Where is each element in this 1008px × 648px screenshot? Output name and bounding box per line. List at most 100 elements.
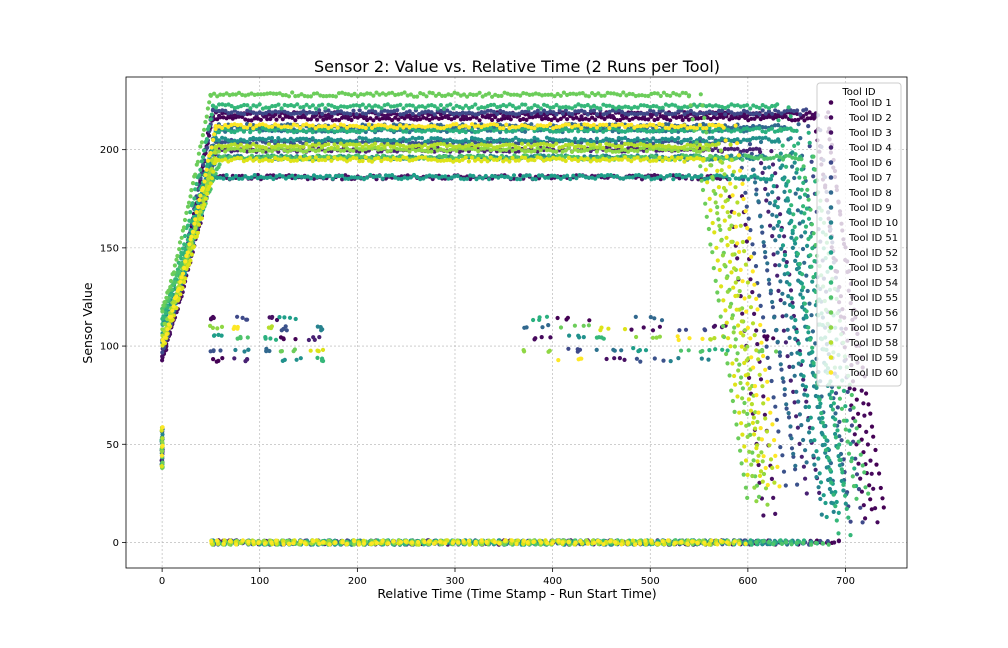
data-point (825, 539, 830, 544)
data-point (219, 324, 225, 329)
data-point (677, 328, 682, 333)
data-point (224, 173, 229, 178)
data-point (235, 314, 240, 319)
data-point (650, 328, 656, 333)
data-point (762, 334, 767, 339)
data-point (771, 495, 776, 500)
data-point (581, 335, 586, 340)
data-point (761, 394, 766, 399)
data-point (291, 541, 296, 546)
data-point (298, 356, 303, 361)
data-point (768, 223, 773, 228)
data-point (357, 108, 362, 113)
data-point (766, 277, 772, 282)
data-point (687, 336, 692, 341)
data-point (775, 250, 780, 255)
data-point (211, 357, 216, 362)
data-point (641, 325, 646, 330)
data-point (273, 337, 279, 342)
data-point (724, 540, 730, 545)
data-point (748, 540, 753, 545)
data-point (792, 400, 797, 405)
data-point (251, 539, 256, 544)
data-point (777, 263, 782, 268)
data-point (781, 469, 787, 474)
data-point (800, 246, 806, 252)
data-point (807, 430, 812, 435)
data-point (856, 461, 861, 466)
data-point (877, 471, 882, 476)
data-point (836, 539, 842, 544)
data-point (403, 539, 408, 544)
data-point (625, 540, 631, 545)
data-point (789, 542, 794, 547)
data-point (215, 326, 220, 331)
data-point (801, 464, 807, 469)
data-point (233, 347, 238, 353)
data-point (565, 315, 571, 320)
data-point (881, 505, 886, 510)
data-point (836, 454, 841, 459)
data-point (495, 111, 500, 117)
data-point (772, 315, 777, 320)
data-point (209, 538, 214, 544)
data-point (426, 138, 431, 143)
data-point (769, 476, 775, 481)
data-point (807, 301, 812, 306)
data-point (777, 538, 782, 544)
data-point (637, 348, 643, 353)
data-point (315, 348, 320, 353)
data-point (864, 391, 869, 396)
data-point (327, 542, 332, 547)
data-point (720, 347, 725, 352)
data-point (211, 348, 216, 354)
data-point (613, 139, 618, 144)
data-point (873, 506, 878, 511)
data-point (799, 234, 804, 239)
data-point (245, 335, 250, 340)
data-point (804, 460, 809, 465)
data-point (326, 538, 331, 543)
data-point (608, 539, 613, 544)
data-point (794, 540, 799, 545)
data-point (750, 242, 755, 247)
data-point (861, 503, 866, 508)
data-point (812, 462, 817, 467)
data-point (554, 112, 559, 117)
data-point (613, 540, 618, 545)
data-point (813, 540, 819, 545)
data-point (753, 180, 758, 185)
data-point (770, 299, 775, 305)
data-point (878, 485, 883, 491)
data-point (778, 279, 783, 284)
data-point (773, 263, 778, 268)
data-point (320, 540, 326, 545)
data-point (771, 226, 776, 231)
data-point (269, 135, 275, 141)
data-point (771, 336, 776, 341)
data-point (759, 224, 764, 229)
data-point (710, 135, 715, 140)
data-point (643, 542, 648, 547)
data-point (770, 111, 775, 116)
data-point (800, 219, 806, 224)
data-point (601, 336, 606, 341)
data-point (784, 540, 789, 545)
data-point (765, 192, 771, 197)
data-point (852, 432, 857, 437)
data-point (754, 328, 759, 333)
data-point (788, 378, 793, 383)
data-point (880, 496, 885, 501)
data-point (757, 293, 762, 298)
data-point (771, 542, 776, 547)
data-point (598, 328, 603, 333)
data-point (546, 323, 551, 328)
data-point (278, 349, 283, 354)
data-point (227, 539, 233, 544)
data-point (780, 314, 785, 319)
data-point (294, 357, 299, 362)
data-point (769, 149, 774, 154)
data-point (240, 538, 245, 543)
data-point (770, 305, 776, 310)
data-point (419, 136, 425, 141)
